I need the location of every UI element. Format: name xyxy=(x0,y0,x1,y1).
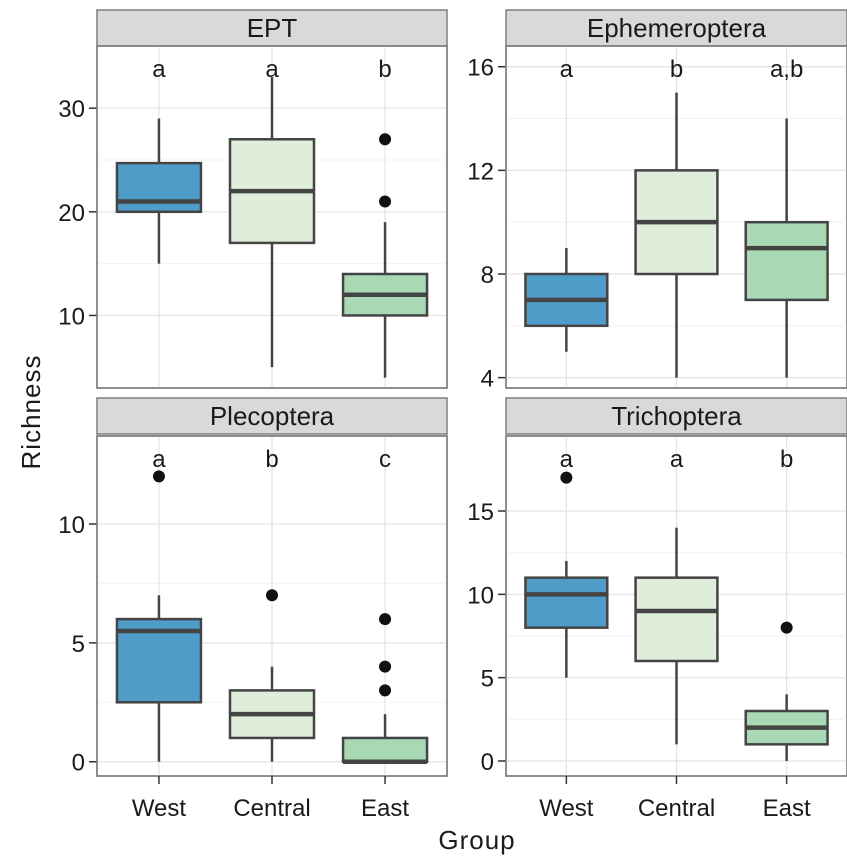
outlier-point xyxy=(780,621,793,634)
significance-letter: a xyxy=(560,446,574,473)
y-tick-label: 10 xyxy=(467,582,494,609)
significance-letter: c xyxy=(379,446,391,473)
significance-letter: a xyxy=(152,446,166,473)
panel-ept: EPT 10 20 30 a a b xyxy=(58,9,448,389)
y-tick-label: 30 xyxy=(58,96,85,123)
significance-letter: b xyxy=(265,446,278,473)
significance-letter: a xyxy=(670,446,684,473)
box-west xyxy=(524,471,609,678)
panel-trichoptera: Trichoptera 0 5 10 15 a a b West Central East xyxy=(467,397,847,822)
panel-border xyxy=(505,45,847,389)
significance-letter: a xyxy=(265,56,279,83)
significance-letter: a xyxy=(560,56,574,83)
box-central xyxy=(634,92,719,378)
x-tick-label: East xyxy=(361,795,409,822)
outlier-point xyxy=(379,133,392,146)
box-west xyxy=(115,118,203,264)
facet-title: Ephemeroptera xyxy=(587,13,767,43)
iqr-box xyxy=(524,576,609,629)
box-east xyxy=(341,133,429,378)
outlier-point xyxy=(560,471,573,484)
y-tick-label: 5 xyxy=(72,631,85,658)
facet-strip xyxy=(96,397,448,435)
x-tick-label: Central xyxy=(233,795,310,822)
y-tick-label: 10 xyxy=(58,303,85,330)
y-tick-label: 0 xyxy=(72,750,85,777)
iqr-box xyxy=(115,161,203,214)
facet-title: EPT xyxy=(247,13,298,43)
facet-strip xyxy=(96,9,448,47)
significance-letter: b xyxy=(780,446,793,473)
facet-title: Plecoptera xyxy=(210,401,335,431)
significance-letter: a,b xyxy=(770,56,803,83)
panel-ephemeroptera: Ephemeroptera 4 8 12 16 a b a,b xyxy=(467,9,847,393)
y-tick-label: 5 xyxy=(481,666,494,693)
y-tick-label: 15 xyxy=(467,499,494,526)
y-tick-label: 10 xyxy=(58,512,85,539)
x-tick-label: West xyxy=(132,795,187,822)
outlier-point xyxy=(152,470,165,483)
x-tick-label: East xyxy=(763,795,811,822)
y-tick-label: 8 xyxy=(481,262,494,289)
outlier-point xyxy=(379,613,392,626)
significance-letter: b xyxy=(670,56,683,83)
x-axis-title: Group xyxy=(438,825,515,855)
x-tick-label: Central xyxy=(638,795,715,822)
box-central xyxy=(228,77,316,368)
facet-title: Trichoptera xyxy=(611,401,742,431)
outlier-point xyxy=(379,660,392,673)
box-east xyxy=(341,613,429,764)
y-tick-label: 0 xyxy=(481,749,494,776)
y-tick-label: 12 xyxy=(467,158,494,185)
box-west xyxy=(524,248,609,352)
outlier-point xyxy=(379,195,392,208)
panel-plecoptera: Plecoptera 0 5 10 a b c West Central East xyxy=(58,397,448,822)
facet-strip xyxy=(505,9,847,47)
box-central xyxy=(228,589,316,762)
significance-letter: a xyxy=(152,56,166,83)
outlier-point xyxy=(266,589,278,602)
y-tick-label: 20 xyxy=(58,200,85,227)
outlier-point xyxy=(379,684,392,697)
iqr-box xyxy=(744,220,829,302)
significance-letter: b xyxy=(378,56,391,83)
iqr-box xyxy=(634,576,719,663)
facet-strip xyxy=(505,397,847,435)
box-central xyxy=(634,527,719,745)
y-tick-label: 16 xyxy=(467,55,494,82)
box-east xyxy=(744,118,829,378)
panel-border xyxy=(96,45,448,389)
box-west xyxy=(115,470,203,762)
x-tick-label: West xyxy=(539,795,594,822)
y-axis-title: Richness xyxy=(16,355,46,470)
iqr-box xyxy=(341,736,429,763)
y-tick-label: 4 xyxy=(481,366,494,393)
box-east xyxy=(744,621,829,761)
